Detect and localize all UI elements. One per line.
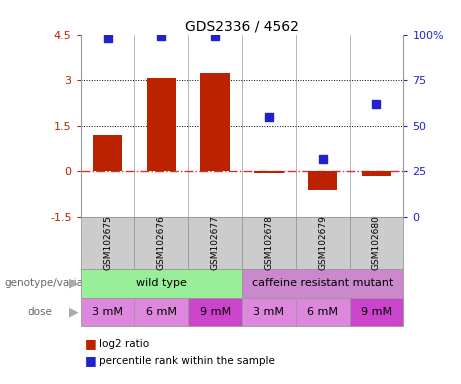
Point (373, 101, 380, 107)
Text: 9 mM: 9 mM (200, 307, 230, 317)
Point (265, 114, 272, 120)
Text: 3 mM: 3 mM (92, 307, 123, 317)
Text: 6 mM: 6 mM (146, 307, 177, 317)
Text: ■: ■ (85, 354, 97, 367)
Text: 6 mM: 6 mM (307, 307, 338, 317)
Text: GSM102680: GSM102680 (372, 215, 381, 270)
Text: 3 mM: 3 mM (254, 307, 284, 317)
Point (212, 33, 219, 40)
Text: log2 ratio: log2 ratio (99, 339, 149, 349)
Text: GSM102678: GSM102678 (265, 215, 273, 270)
Text: wild type: wild type (136, 278, 187, 288)
Bar (93, 135, 122, 171)
Title: GDS2336 / 4562: GDS2336 / 4562 (185, 20, 299, 33)
Text: GSM102679: GSM102679 (318, 215, 327, 270)
Bar (254, 171, 284, 173)
Text: ▶: ▶ (69, 277, 78, 290)
Point (104, 35, 111, 41)
Text: ▶: ▶ (69, 306, 78, 318)
Text: 9 mM: 9 mM (361, 307, 392, 317)
Bar (147, 78, 176, 171)
Text: GSM102677: GSM102677 (211, 215, 219, 270)
Point (158, 33, 165, 40)
Text: genotype/variation: genotype/variation (5, 278, 104, 288)
Text: percentile rank within the sample: percentile rank within the sample (99, 356, 275, 366)
Bar (362, 171, 391, 176)
Bar (201, 73, 230, 171)
Text: GSM102675: GSM102675 (103, 215, 112, 270)
Bar (308, 171, 337, 190)
Text: caffeine resistant mutant: caffeine resistant mutant (252, 278, 393, 288)
Point (319, 156, 326, 162)
Text: GSM102676: GSM102676 (157, 215, 166, 270)
Text: dose: dose (28, 307, 53, 317)
Text: ■: ■ (85, 337, 97, 350)
